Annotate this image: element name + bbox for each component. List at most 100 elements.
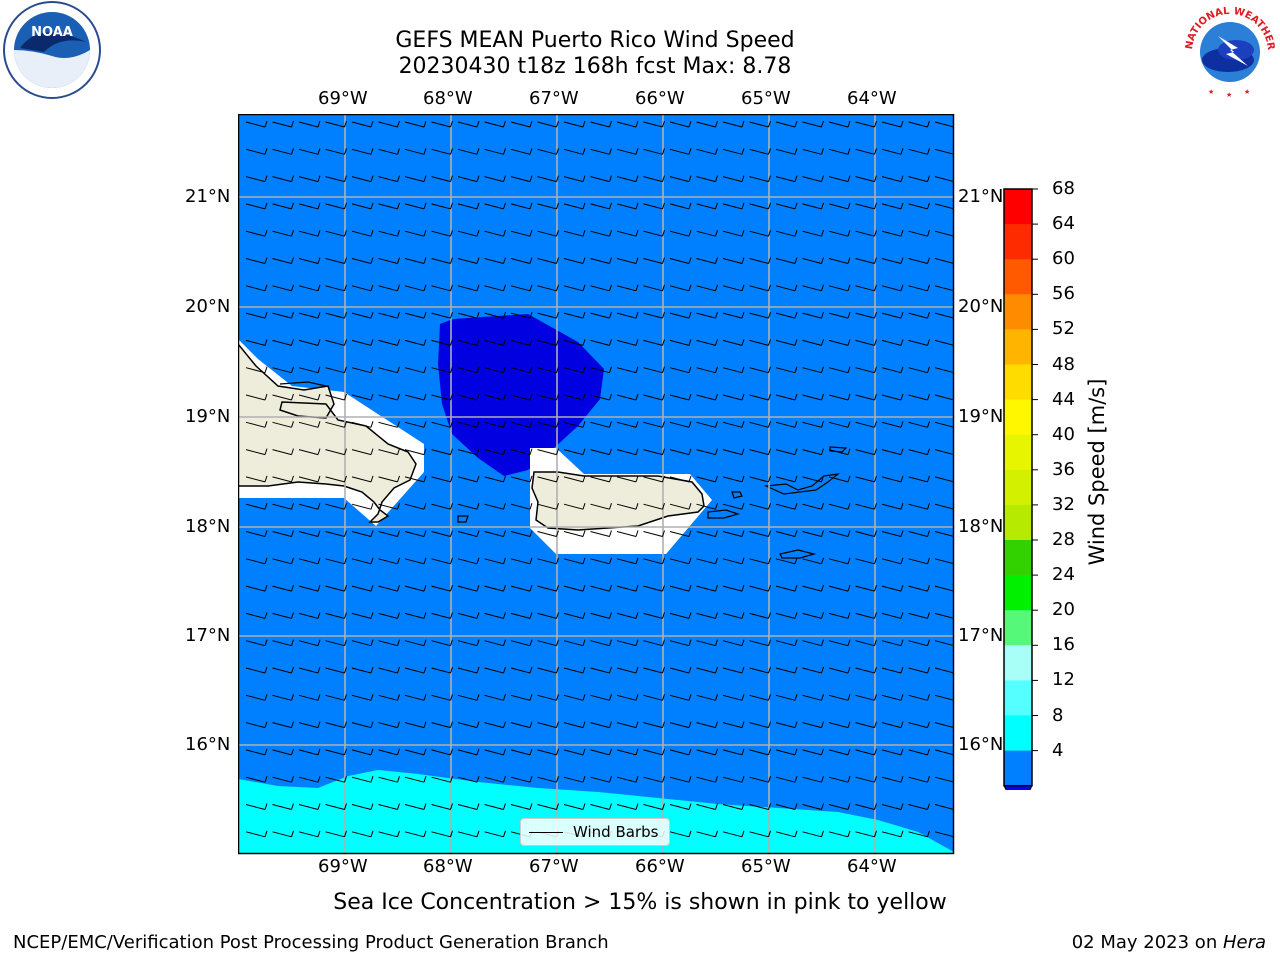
wind-barb xyxy=(245,393,268,401)
wind-barb xyxy=(457,830,480,838)
wind-barb xyxy=(245,748,268,756)
wind-barb xyxy=(563,530,586,537)
wind-barb xyxy=(457,748,480,756)
wind-barb xyxy=(510,639,533,647)
wind-barb xyxy=(510,694,533,701)
wind-barb xyxy=(934,421,954,428)
wind-barb xyxy=(643,475,665,483)
wind-barb xyxy=(855,311,877,319)
wind-barb xyxy=(749,284,771,292)
wind-barb xyxy=(537,475,559,483)
wind-barb xyxy=(669,612,692,619)
wind-barb xyxy=(696,721,718,729)
wind-barb xyxy=(378,202,400,210)
wind-barb xyxy=(245,694,268,701)
wind-barb xyxy=(325,366,347,374)
wind-barb xyxy=(643,284,665,292)
wind-barb xyxy=(537,694,559,701)
wind-barb xyxy=(669,721,692,729)
wind-barb xyxy=(696,284,718,292)
wind-barb xyxy=(510,503,533,510)
wind-barb xyxy=(563,803,586,810)
wind-barb xyxy=(669,666,692,674)
wind-barb xyxy=(590,639,612,647)
wind-barb xyxy=(802,830,824,838)
wind-barb xyxy=(245,612,268,619)
wind-barb xyxy=(378,175,400,183)
wind-barb xyxy=(272,639,294,647)
wind-barb xyxy=(828,748,851,756)
wind-barb xyxy=(669,366,692,374)
wind-barb xyxy=(510,475,533,483)
wind-barb xyxy=(722,475,745,483)
wind-barb xyxy=(431,666,453,674)
wind-barb xyxy=(802,721,824,729)
wind-barb xyxy=(563,366,586,374)
st-croix-island xyxy=(779,549,817,559)
colorbar-tick-label: 60 xyxy=(1052,248,1075,270)
wind-barb xyxy=(298,175,321,183)
wind-barb xyxy=(457,639,480,647)
wind-barb xyxy=(298,421,321,428)
wind-barb xyxy=(563,612,586,619)
lon-tick-top: 64°W xyxy=(847,88,897,109)
wind-barb xyxy=(431,694,453,701)
colorbar-tick-label: 52 xyxy=(1052,318,1075,340)
wind-barb xyxy=(404,830,427,838)
wind-barb xyxy=(828,448,851,456)
wind-barb xyxy=(934,749,954,756)
wind-barb xyxy=(404,584,427,592)
wind-barb xyxy=(272,230,294,237)
wind-barb xyxy=(351,448,374,456)
wind-barb xyxy=(378,721,400,729)
wind-barb xyxy=(378,475,400,483)
wind-barb xyxy=(590,175,612,183)
wind-barb xyxy=(298,311,321,319)
wind-barb xyxy=(881,503,904,510)
wind-barb xyxy=(378,748,400,756)
wind-barb xyxy=(590,366,612,374)
wind-barb xyxy=(378,366,400,374)
wind-barb xyxy=(245,230,268,237)
noaa-logo: NOAA xyxy=(3,1,101,99)
wind-barb xyxy=(722,584,745,592)
wind-barb xyxy=(457,475,480,483)
wind-barb xyxy=(881,694,904,701)
wind-barb xyxy=(828,584,851,592)
wind-barb xyxy=(722,120,745,128)
wind-barb xyxy=(908,202,930,210)
wind-barb xyxy=(749,311,771,319)
wind-barb xyxy=(749,448,771,456)
wind-barb xyxy=(404,612,427,619)
colorbar-segment xyxy=(1004,645,1032,681)
wind-barb xyxy=(855,557,877,565)
wind-barb xyxy=(510,421,533,428)
wind-barb xyxy=(775,803,798,810)
colorbar-segment xyxy=(1004,610,1032,646)
wind-barb xyxy=(484,175,506,183)
wind-barb xyxy=(828,421,851,428)
wind-barb xyxy=(537,339,559,346)
wind-barb xyxy=(881,148,904,155)
wind-barb xyxy=(696,148,718,155)
wind-barb xyxy=(828,530,851,537)
wind-barb xyxy=(457,339,480,346)
wind-barb xyxy=(325,393,347,401)
wind-barb xyxy=(563,230,586,237)
wind-barb xyxy=(404,366,427,374)
wind-barb xyxy=(298,639,321,647)
wind-barb xyxy=(537,503,559,510)
wind-barb xyxy=(431,776,453,783)
wind-barb xyxy=(510,612,533,619)
wind-barb xyxy=(828,148,851,155)
wind-barb xyxy=(669,503,692,510)
wind-barb xyxy=(378,311,400,319)
wind-barb xyxy=(378,257,400,264)
wind-barb xyxy=(404,503,427,510)
wind-barb xyxy=(722,175,745,183)
wind-barb xyxy=(775,202,798,210)
wind-barb xyxy=(881,366,904,374)
wind-barb xyxy=(378,284,400,292)
wind-barb xyxy=(457,366,480,374)
wind-barb xyxy=(484,448,506,456)
